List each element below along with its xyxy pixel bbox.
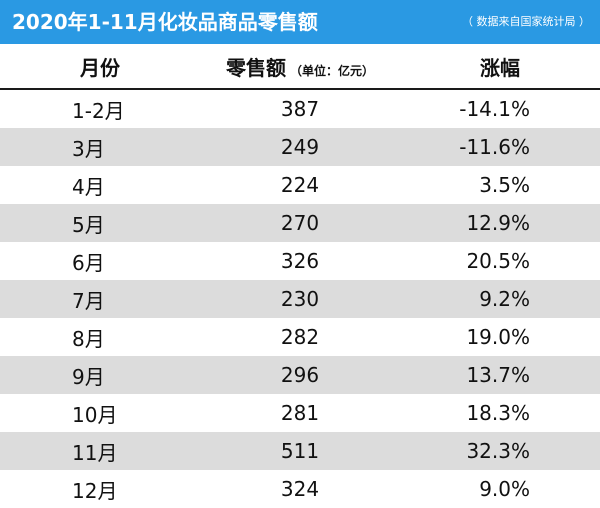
table-row: 9月 296 13.7% <box>0 356 600 394</box>
column-header-change: 涨幅 <box>400 44 600 90</box>
cell-change: 20.5% <box>400 242 600 280</box>
table-row: 1-2月 387 -14.1% <box>0 89 600 128</box>
cell-change: 13.7% <box>400 356 600 394</box>
cell-change: 19.0% <box>400 318 600 356</box>
cell-sales: 270 <box>200 204 400 242</box>
table-row: 10月 281 18.3% <box>0 394 600 432</box>
cell-change: -14.1% <box>400 89 600 128</box>
cell-month: 5月 <box>0 204 200 242</box>
cell-sales: 326 <box>200 242 400 280</box>
cell-sales: 230 <box>200 280 400 318</box>
cell-sales: 387 <box>200 89 400 128</box>
column-header-sales-label: 零售额 <box>225 55 286 80</box>
table-row: 6月 326 20.5% <box>0 242 600 280</box>
cell-month: 3月 <box>0 128 200 166</box>
sales-table: 月份 零售额 （单位：亿元） 涨幅 1-2月 387 -14.1% 3月 249 -11.6… <box>0 44 600 508</box>
column-header-month-label: 月份 <box>80 55 120 80</box>
cell-month: 6月 <box>0 242 200 280</box>
cell-sales: 282 <box>200 318 400 356</box>
cell-month: 10月 <box>0 394 200 432</box>
table-row: 7月 230 9.2% <box>0 280 600 318</box>
table-header-row: 月份 零售额 （单位：亿元） 涨幅 <box>0 44 600 90</box>
source-note: （ 数据来自国家统计局 ） <box>462 15 590 28</box>
cell-month: 11月 <box>0 432 200 470</box>
table-row: 4月 224 3.5% <box>0 166 600 204</box>
cell-sales: 511 <box>200 432 400 470</box>
cell-change: 18.3% <box>400 394 600 432</box>
cell-sales: 224 <box>200 166 400 204</box>
chart-title: 2020年1-11月化妆品商品零售额 <box>12 10 318 34</box>
cell-month: 9月 <box>0 356 200 394</box>
cell-month: 4月 <box>0 166 200 204</box>
column-header-change-label: 涨幅 <box>480 55 520 80</box>
cell-month: 12月 <box>0 470 200 508</box>
table-body: 1-2月 387 -14.1% 3月 249 -11.6% 4月 224 3.5% 5月 270 12… <box>0 89 600 508</box>
column-header-sales: 零售额 （单位：亿元） <box>200 44 400 90</box>
cell-sales: 249 <box>200 128 400 166</box>
cell-sales: 296 <box>200 356 400 394</box>
table-row: 8月 282 19.0% <box>0 318 600 356</box>
table-row: 3月 249 -11.6% <box>0 128 600 166</box>
cell-change: 9.0% <box>400 470 600 508</box>
cell-sales: 324 <box>200 470 400 508</box>
table-row: 12月 324 9.0% <box>0 470 600 508</box>
cell-change: 9.2% <box>400 280 600 318</box>
cell-change: 3.5% <box>400 166 600 204</box>
cell-month: 8月 <box>0 318 200 356</box>
cell-month: 7月 <box>0 280 200 318</box>
table-row: 5月 270 12.9% <box>0 204 600 242</box>
column-header-month: 月份 <box>0 44 200 90</box>
cell-change: 32.3% <box>400 432 600 470</box>
title-bar: 2020年1-11月化妆品商品零售额 （ 数据来自国家统计局 ） <box>0 0 600 44</box>
cell-change: -11.6% <box>400 128 600 166</box>
table-row: 11月 511 32.3% <box>0 432 600 470</box>
cell-sales: 281 <box>200 394 400 432</box>
cell-month: 1-2月 <box>0 89 200 128</box>
column-header-sales-unit: （单位：亿元） <box>289 63 374 78</box>
cell-change: 12.9% <box>400 204 600 242</box>
